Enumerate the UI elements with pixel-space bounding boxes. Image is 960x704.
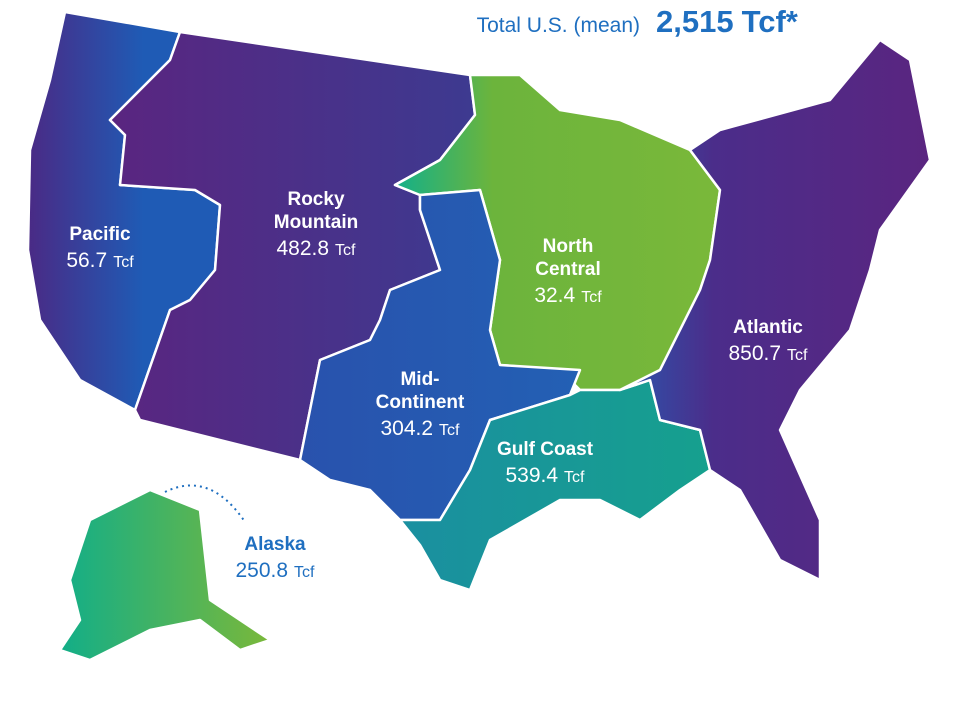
- region-value: 539.4 Tcf: [505, 464, 585, 487]
- region-alaska: [58, 488, 272, 662]
- footnote-mark: *: [786, 4, 799, 39]
- region-value: 850.7 Tcf: [728, 342, 808, 365]
- value-number: 850.7: [728, 342, 781, 365]
- value-number: 56.7: [66, 249, 107, 272]
- value-unit: Tcf: [439, 422, 460, 439]
- region-name: Alaska: [244, 534, 306, 555]
- region-value: 304.2 Tcf: [380, 417, 460, 440]
- region-value: 482.8 Tcf: [276, 237, 356, 260]
- name-line: Mountain: [274, 212, 358, 233]
- value-number: 539.4: [505, 464, 558, 487]
- region-value: 56.7 Tcf: [66, 249, 134, 272]
- region-value: 250.8 Tcf: [235, 559, 315, 582]
- total-label: Total U.S. (mean): [477, 14, 640, 37]
- name-line: North: [543, 236, 594, 257]
- value-unit: Tcf: [564, 469, 585, 486]
- region-name: Atlantic: [733, 317, 803, 338]
- region-name: Gulf Coast: [497, 439, 594, 460]
- value-unit: Tcf: [294, 564, 315, 581]
- value-unit: Tcf: [787, 347, 808, 364]
- region-value: 32.4 Tcf: [534, 284, 602, 307]
- value-unit: Tcf: [335, 242, 356, 259]
- name-line: Central: [535, 259, 600, 280]
- value-unit: Tcf: [581, 289, 602, 306]
- value-number: 304.2: [380, 417, 433, 440]
- region-name: Mid-Continent: [376, 369, 465, 413]
- region-name: Rocky Mountain: [274, 189, 358, 233]
- total-number: 2,515: [656, 4, 734, 39]
- name-line: Continent: [376, 392, 465, 413]
- value-number: 32.4: [534, 284, 575, 307]
- value-number: 482.8: [276, 237, 329, 260]
- total-value: 2,515 Tcf*: [656, 4, 799, 39]
- region-name: North Central: [535, 236, 600, 280]
- region-atlantic: [618, 38, 932, 582]
- value-unit: Tcf: [113, 254, 134, 271]
- total-unit: Tcf: [742, 4, 787, 39]
- region-name: Pacific: [69, 224, 131, 245]
- name-line: Rocky: [287, 189, 344, 210]
- alaska-leader: [164, 484, 246, 523]
- name-line: Mid-: [400, 369, 439, 390]
- value-number: 250.8: [235, 559, 288, 582]
